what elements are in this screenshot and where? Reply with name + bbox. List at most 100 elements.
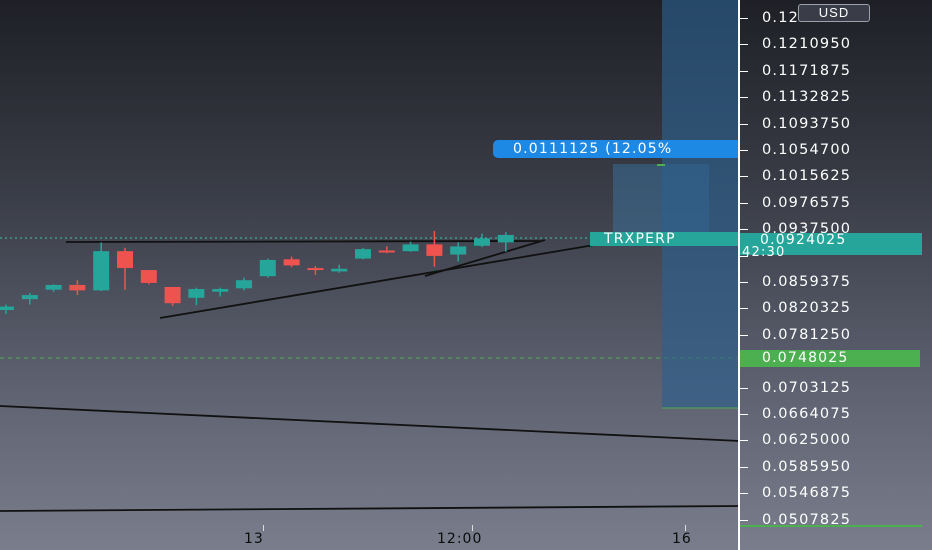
time-tick [685,525,686,531]
candle [497,232,514,252]
price-axis-label: 0.1210950 [762,36,852,53]
candle-body [307,268,324,271]
price-tick [740,70,748,72]
trendline-lower [159,241,613,319]
candle-body [283,259,300,266]
price-tick [740,123,748,125]
price-tick [740,440,748,442]
candle [117,247,133,290]
price-tick [740,493,748,495]
target-price-badge: 0.0748025 [740,350,920,367]
price-axis-label: 0.0703125 [762,379,852,396]
candle-body [140,270,157,283]
candle-body [93,251,110,291]
countdown-timer: 42:30 [742,245,786,260]
candle [0,304,14,315]
candle [426,230,443,267]
price-tick [740,176,748,178]
trendline-upper [65,240,541,243]
candle-body [69,284,86,291]
candle [188,287,205,306]
candle-body [355,249,371,259]
candle-body [378,250,395,253]
candle [474,233,490,248]
price-axis-label: 0.0664075 [762,406,852,422]
price-axis-label: 0.1093750 [762,115,852,132]
candle-body [0,306,14,310]
candle-body [188,289,205,298]
price-tick [740,308,748,310]
candle-body [402,244,419,252]
candle [259,258,276,278]
candle [307,266,324,275]
price-axis-label: 0.1132825 [762,89,852,106]
candle [69,280,86,296]
candle [164,286,181,306]
candle-body [117,251,133,269]
trendline-long-a [0,405,740,442]
measure-label: 0.0111125 (12.05% [493,140,738,158]
price-chart[interactable] [0,0,740,550]
price-tick [740,44,748,46]
price-axis-label: 0.0859375 [762,274,852,290]
measure-box-column [662,0,738,408]
price-axis-label: 0.1015625 [762,168,852,185]
bottom-level-marker [740,525,922,527]
price-tick [740,255,748,257]
candle [21,293,38,305]
price-axis-label: 0.0546875 [762,485,852,502]
price-axis-label: 0.0976575 [762,194,852,211]
candle-body [45,284,62,290]
candle-body [21,295,38,300]
candle-body [236,280,252,289]
price-tick [740,202,748,204]
candle-body [212,289,229,292]
last-price-badge: 0.0924025 [740,233,922,255]
candle-body [259,259,276,277]
candle [378,246,395,254]
candle [212,287,229,297]
price-tick [740,414,748,415]
price-tick [740,387,748,389]
candle-body [426,244,443,256]
price-axis-label: 0.0585950 [762,458,852,475]
trendline-lower-2 [424,239,546,277]
price-tick [740,519,748,521]
time-tick [472,525,473,531]
symbol-label: TRXPERP [590,232,738,246]
candle [402,241,419,252]
candle-body [450,246,467,255]
price-tick [740,97,748,99]
price-tick [740,18,748,19]
candle-body [474,238,490,246]
candle [283,256,300,268]
candle [45,284,62,292]
candle [236,277,252,291]
candle [450,242,467,262]
price-axis-label: 0.0507825 [762,511,852,528]
price-axis-label: 0.1054700 [762,142,852,158]
candle [355,247,371,260]
time-label-13: 13 [244,531,264,547]
candle-body [497,234,514,243]
price-tick [740,282,748,283]
candle [93,242,110,292]
candle [331,264,348,273]
trendline-long-b [0,505,740,512]
time-label-1200: 12:00 [437,531,483,547]
time-tick [263,525,264,531]
price-axis-label: 0.0820325 [762,300,852,317]
price-axis-border [738,0,740,550]
price-tick [740,466,748,468]
time-label-16: 16 [672,531,692,547]
currency-badge[interactable]: USD [798,4,870,22]
price-tick [740,229,748,231]
price-tick [740,334,748,336]
price-axis-label: 0.0625000 [762,432,852,449]
price-tick [740,150,748,151]
price-axis-label: 0.1171875 [762,62,852,79]
candle-body [331,268,348,272]
price-axis-label: 0.0781250 [762,326,852,343]
candle [140,270,157,285]
candle-body [164,286,181,304]
